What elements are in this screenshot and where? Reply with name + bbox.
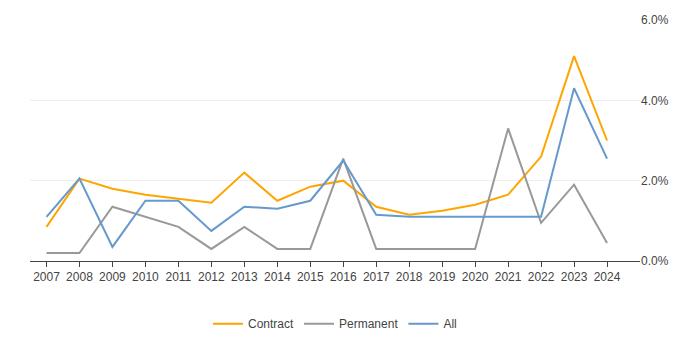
svg-text:2010: 2010 — [132, 270, 159, 284]
svg-text:2008: 2008 — [66, 270, 93, 284]
svg-text:2019: 2019 — [429, 270, 456, 284]
svg-text:4.0%: 4.0% — [641, 94, 669, 108]
svg-text:0.0%: 0.0% — [641, 254, 669, 268]
svg-text:2018: 2018 — [396, 270, 423, 284]
svg-text:6.0%: 6.0% — [641, 13, 669, 27]
svg-text:2021: 2021 — [495, 270, 522, 284]
svg-text:2014: 2014 — [264, 270, 291, 284]
svg-text:2016: 2016 — [330, 270, 357, 284]
svg-text:2012: 2012 — [198, 270, 225, 284]
svg-text:2015: 2015 — [297, 270, 324, 284]
svg-text:2013: 2013 — [231, 270, 258, 284]
svg-text:All: All — [443, 317, 456, 331]
svg-text:2017: 2017 — [363, 270, 390, 284]
svg-text:2007: 2007 — [33, 270, 60, 284]
svg-text:2020: 2020 — [462, 270, 489, 284]
svg-text:Permanent: Permanent — [339, 317, 398, 331]
svg-text:Contract: Contract — [248, 317, 294, 331]
svg-text:2011: 2011 — [165, 270, 191, 284]
svg-text:2022: 2022 — [528, 270, 555, 284]
svg-text:2024: 2024 — [594, 270, 621, 284]
svg-text:2009: 2009 — [99, 270, 126, 284]
svg-text:2.0%: 2.0% — [641, 174, 669, 188]
svg-text:2023: 2023 — [561, 270, 588, 284]
